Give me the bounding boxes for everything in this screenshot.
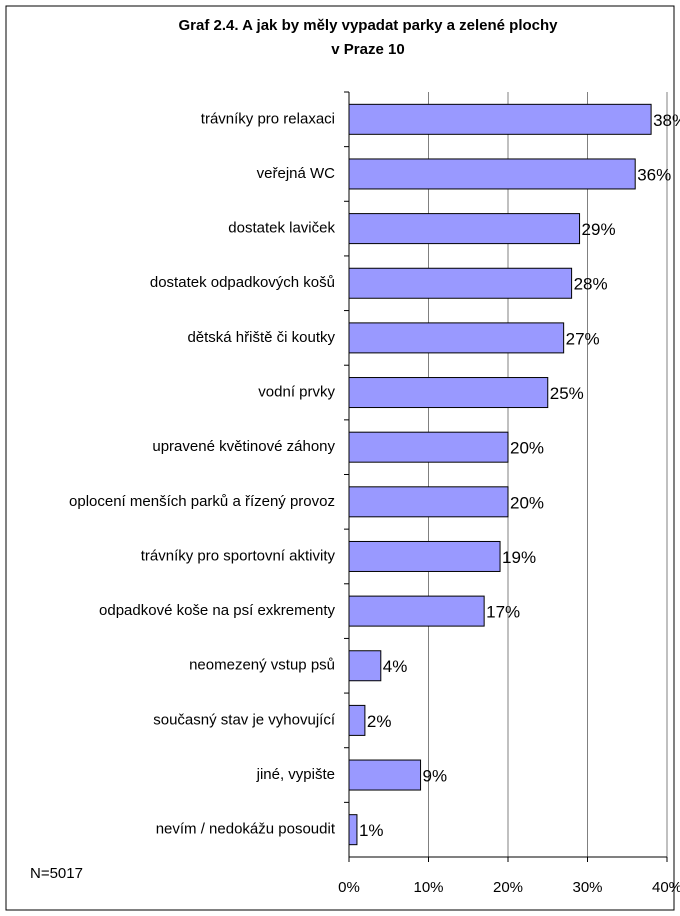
y-tick-label: jiné, vypište [256,766,335,783]
value-label: 25% [550,384,584,403]
bar [348,322,565,354]
x-tick-label: 10% [413,879,443,896]
y-tick-label: trávníky pro relaxaci [201,110,335,127]
x-tick-label: 40% [652,879,680,896]
bar [348,267,573,299]
bar [348,704,366,736]
x-tick-label: 30% [572,879,602,896]
annotation: N=5017 [30,865,83,882]
value-label: 28% [574,275,608,294]
value-label: 4% [383,657,408,676]
y-tick-label: dostatek laviček [228,220,335,237]
y-tick-label: současný stav je vyhovující [153,711,336,728]
value-label: 36% [637,165,671,184]
y-tick-label: oplocení menších parků a řízený provoz [69,493,335,510]
bar [348,213,581,245]
y-tick-label: veřejná WC [257,165,336,182]
value-label: 20% [510,439,544,458]
value-label: 29% [582,220,616,239]
value-label: 20% [510,493,544,512]
chart-title: Graf 2.4. A jak by měly vypadat parky a … [178,17,558,34]
y-tick-label: odpadkové koše na psí exkrementy [99,602,335,619]
y-tick-label: dětská hřiště či koutky [187,329,335,346]
chart-subtitle: v Praze 10 [331,41,404,58]
x-tick-label: 20% [493,879,523,896]
value-label: 38% [653,111,680,130]
bar [348,103,652,135]
value-label: 17% [486,603,520,622]
y-tick-label: upravené květinové záhony [152,438,335,455]
bar [348,377,549,409]
bar [348,158,636,190]
bar [348,759,422,791]
chart-frame [5,5,675,911]
y-tick-label: neomezený vstup psů [189,657,335,674]
value-label: 1% [359,821,384,840]
bar [348,486,509,518]
value-label: 27% [566,329,600,348]
bar [348,431,509,463]
bar [348,595,485,627]
value-label: 19% [502,548,536,567]
y-tick-label: trávníky pro sportovní aktivity [141,547,336,564]
y-tick-label: nevím / nedokážu posoudit [156,821,336,838]
bar [348,540,501,572]
value-label: 2% [367,712,392,731]
bar [348,814,358,846]
value-label: 9% [423,767,448,786]
x-tick-label: 0% [338,879,360,896]
bar [348,650,382,682]
y-tick-label: dostatek odpadkových košů [150,274,335,291]
y-tick-label: vodní prvky [258,384,335,401]
